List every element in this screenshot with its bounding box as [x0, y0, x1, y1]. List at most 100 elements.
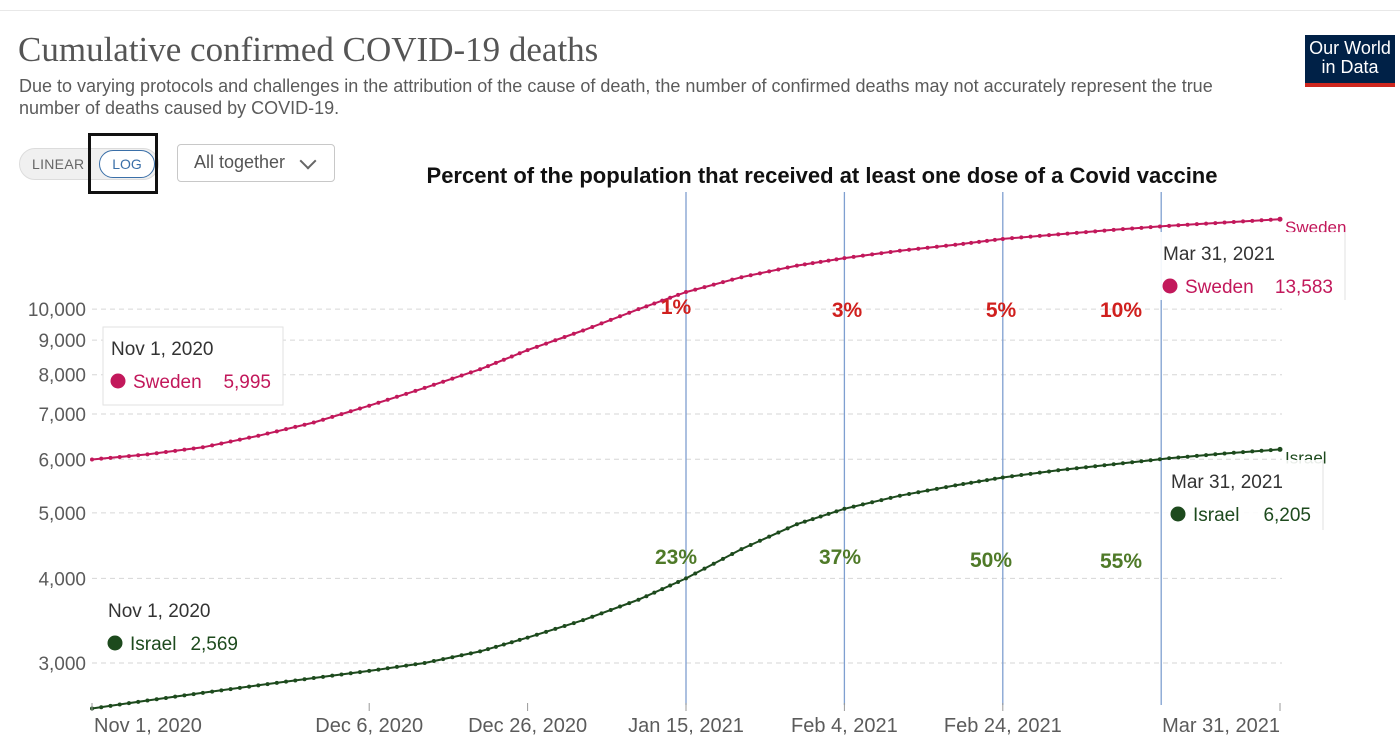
data-point-israel [228, 687, 233, 692]
data-point-sweden [450, 376, 455, 381]
tooltip-swatch [1162, 278, 1178, 294]
data-point-sweden [826, 258, 831, 263]
data-point-israel [684, 576, 688, 581]
data-point-israel [627, 601, 632, 606]
tooltip-swatch [1170, 506, 1186, 522]
data-point-israel [1074, 466, 1079, 471]
data-point-sweden [468, 370, 473, 375]
data-point-sweden [200, 445, 205, 450]
data-point-sweden [802, 262, 807, 267]
data-point-sweden [730, 277, 735, 282]
y-tick-label: 7,000 [38, 405, 86, 426]
data-point-israel [1120, 461, 1125, 466]
data-point-israel [367, 668, 372, 673]
data-point-israel [711, 561, 716, 566]
data-point-sweden [916, 246, 921, 251]
data-point-sweden [897, 248, 902, 253]
data-point-israel [842, 506, 847, 511]
data-point-israel [1250, 449, 1255, 454]
owid-logo[interactable]: Our World in Data [1305, 35, 1395, 87]
data-point-sweden [1185, 222, 1190, 227]
tooltip-box [102, 326, 284, 406]
data-point-sweden [1277, 216, 1283, 222]
sweden-vaccination-percent: 1% [661, 296, 692, 319]
log-highlight-box [88, 133, 158, 194]
data-point-sweden [794, 263, 799, 268]
tooltip-sweden: Nov 1, 2020 Sweden 5,995 [102, 326, 284, 406]
data-point-israel [851, 504, 856, 509]
tooltip-date: Mar 31, 2021 [1163, 244, 1275, 265]
data-point-israel [1130, 460, 1135, 465]
data-point-sweden [618, 314, 622, 319]
data-point-israel [785, 526, 790, 531]
data-point-israel [934, 486, 939, 491]
data-point-sweden [1093, 229, 1098, 234]
tooltip-value: 2,569 [190, 634, 238, 655]
data-point-israel [1157, 457, 1162, 462]
data-point-sweden [544, 341, 549, 346]
tooltip-country: Sweden [1185, 277, 1254, 298]
linear-scale-button[interactable]: LINEAR [32, 156, 85, 172]
data-point-sweden [599, 321, 604, 326]
data-point-israel [748, 542, 753, 547]
tooltip-country: Sweden [133, 372, 202, 393]
tooltip-swatch [110, 373, 126, 389]
data-point-israel [274, 680, 279, 685]
data-point-israel [969, 480, 974, 485]
chart-subtitle: Due to varying protocols and challenges … [19, 76, 1213, 118]
data-point-sweden [590, 324, 595, 329]
data-point-sweden [636, 307, 641, 312]
data-point-israel [501, 642, 506, 647]
data-point-israel [126, 701, 131, 706]
data-point-israel [794, 522, 799, 527]
chart-title: Cumulative confirmed COVID-19 deaths [18, 30, 599, 69]
data-point-sweden [311, 420, 316, 425]
data-point-israel [636, 597, 641, 602]
data-point-sweden [739, 275, 744, 280]
data-point-sweden [1231, 219, 1236, 224]
data-point-israel [163, 695, 168, 700]
data-point-sweden [431, 382, 436, 387]
data-point-sweden [1019, 235, 1024, 240]
data-point-sweden [879, 251, 884, 256]
x-tick-label: Dec 26, 2020 [468, 715, 587, 737]
annotation-title: Percent of the population that received … [427, 163, 1218, 188]
data-point-israel [509, 640, 514, 645]
data-point-sweden [265, 431, 270, 436]
data-point-sweden [1037, 233, 1042, 238]
data-point-sweden [376, 400, 381, 405]
data-point-sweden [851, 254, 856, 259]
data-point-israel [413, 662, 418, 667]
data-point-israel [776, 530, 781, 535]
data-point-israel [136, 699, 141, 704]
logo-text: Our World in Data [1309, 38, 1391, 77]
data-point-israel [916, 490, 921, 495]
data-point-sweden [818, 259, 823, 264]
x-tick-label: Nov 1, 2020 [94, 715, 202, 737]
data-point-israel [459, 653, 464, 658]
data-point-israel [720, 556, 725, 561]
data-point-israel [1028, 471, 1033, 476]
data-point-sweden [136, 453, 141, 458]
data-point-sweden [302, 422, 307, 427]
y-tick-label: 4,000 [38, 569, 86, 590]
data-point-sweden [191, 446, 196, 451]
data-point-sweden [676, 292, 681, 297]
data-point-israel [1083, 465, 1088, 470]
data-point-israel [834, 509, 839, 514]
data-point-sweden [684, 290, 688, 295]
data-point-israel [826, 511, 831, 516]
data-point-israel [1167, 456, 1172, 461]
data-point-israel [385, 666, 390, 671]
data-point-sweden [219, 441, 224, 446]
data-point-sweden [969, 240, 974, 245]
data-point-israel [992, 476, 997, 481]
series-layer: Sweden Israel [90, 216, 1346, 711]
data-point-sweden [581, 328, 586, 333]
data-point-sweden [1056, 232, 1061, 237]
data-point-israel [145, 698, 150, 703]
data-point-israel [265, 682, 270, 687]
facet-dropdown[interactable]: All together [177, 144, 335, 182]
log-scale-button[interactable]: LOG [99, 150, 155, 178]
data-point-israel [478, 649, 483, 654]
